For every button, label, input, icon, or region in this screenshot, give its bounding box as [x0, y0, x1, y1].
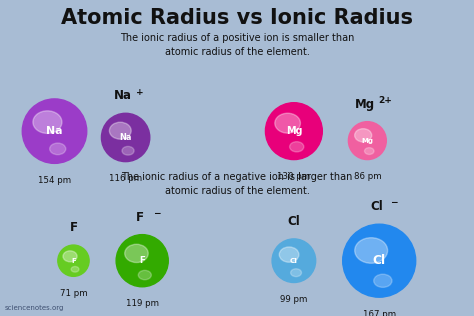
Text: Na: Na [46, 126, 63, 136]
Text: Cl: Cl [373, 254, 386, 267]
Text: The ionic radius of a positive ion is smaller than
atomic radius of the element.: The ionic radius of a positive ion is sm… [120, 33, 354, 57]
Ellipse shape [290, 142, 304, 152]
Ellipse shape [116, 234, 168, 287]
Text: Cl: Cl [290, 258, 298, 264]
Text: F: F [71, 258, 76, 264]
Ellipse shape [33, 111, 62, 133]
Ellipse shape [58, 245, 89, 276]
Text: Mg: Mg [355, 98, 375, 111]
Ellipse shape [101, 113, 150, 162]
Text: F: F [139, 256, 145, 265]
Text: Atomic Radius vs Ionic Radius: Atomic Radius vs Ionic Radius [61, 8, 413, 28]
Ellipse shape [22, 99, 87, 163]
Text: 86 pm: 86 pm [354, 172, 381, 181]
Ellipse shape [291, 269, 301, 276]
Ellipse shape [275, 113, 301, 133]
Text: +: + [136, 88, 144, 97]
Text: F: F [70, 221, 77, 234]
Ellipse shape [374, 274, 392, 287]
Ellipse shape [71, 266, 79, 272]
Text: 99 pm: 99 pm [280, 295, 308, 304]
Text: The ionic radius of a negative ion is larger than
atomic radius of the element.: The ionic radius of a negative ion is la… [121, 172, 353, 196]
Ellipse shape [109, 122, 131, 139]
Text: 71 pm: 71 pm [60, 289, 87, 298]
Text: 116 pm: 116 pm [109, 174, 142, 183]
Text: 154 pm: 154 pm [38, 176, 71, 185]
Ellipse shape [279, 247, 299, 262]
Text: Mg: Mg [286, 126, 302, 136]
Ellipse shape [348, 122, 386, 160]
Text: Cl: Cl [371, 200, 383, 213]
Text: Cl: Cl [288, 215, 300, 228]
Text: Na: Na [119, 133, 132, 142]
Text: 167 pm: 167 pm [363, 310, 396, 316]
Text: −: − [153, 209, 160, 218]
Ellipse shape [138, 270, 151, 280]
Text: 2+: 2+ [378, 96, 392, 105]
Ellipse shape [355, 238, 388, 263]
Text: sciencenotes.org: sciencenotes.org [5, 305, 64, 311]
Text: Mg: Mg [361, 138, 374, 143]
Ellipse shape [50, 143, 66, 155]
Text: 130 pm: 130 pm [277, 172, 310, 181]
Ellipse shape [265, 103, 322, 160]
Ellipse shape [355, 129, 372, 142]
Ellipse shape [125, 244, 148, 263]
Text: F: F [136, 210, 144, 224]
Ellipse shape [343, 224, 416, 297]
Text: −: − [390, 198, 397, 207]
Text: 119 pm: 119 pm [126, 300, 159, 308]
Text: Na: Na [114, 89, 132, 102]
Ellipse shape [365, 148, 374, 155]
Ellipse shape [63, 251, 77, 262]
Ellipse shape [272, 239, 316, 283]
Ellipse shape [122, 146, 134, 155]
